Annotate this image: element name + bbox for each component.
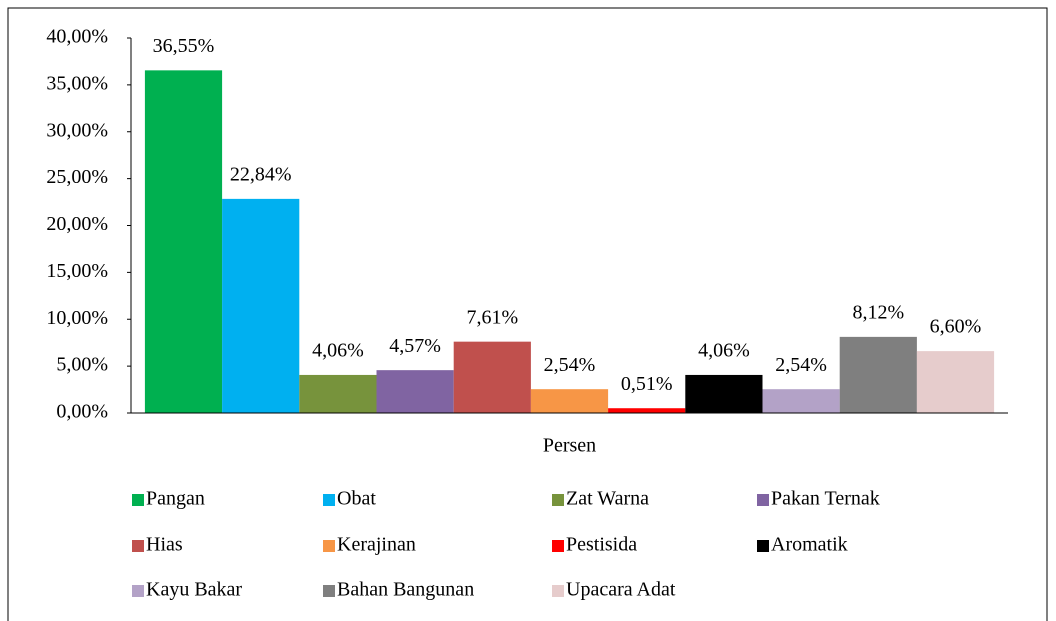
y-tick-label: 10,00% bbox=[46, 307, 108, 329]
legend-label: Bahan Bangunan bbox=[337, 579, 474, 601]
data-label: 6,60% bbox=[930, 316, 982, 338]
legend-swatch bbox=[757, 540, 769, 552]
bar bbox=[916, 351, 995, 413]
legend-swatch bbox=[323, 494, 335, 506]
y-tick-label: 5,00% bbox=[56, 354, 108, 376]
legend-swatch bbox=[132, 585, 144, 597]
legend-swatch bbox=[323, 540, 335, 552]
y-tick-label: 40,00% bbox=[46, 26, 108, 48]
bar bbox=[608, 408, 686, 413]
legend-label: Aromatik bbox=[771, 534, 848, 556]
bar bbox=[839, 336, 917, 413]
x-tick-label: Persen bbox=[543, 435, 596, 457]
y-tick-label: 0,00% bbox=[56, 401, 108, 423]
legend-label: Kayu Bakar bbox=[146, 579, 242, 601]
data-label: 4,06% bbox=[698, 340, 750, 362]
bar bbox=[376, 370, 454, 413]
data-label: 4,57% bbox=[389, 335, 441, 357]
bar bbox=[530, 389, 609, 413]
legend-swatch bbox=[132, 540, 144, 552]
bar bbox=[685, 374, 763, 413]
legend-swatch bbox=[757, 494, 769, 506]
legend-label: Pestisida bbox=[566, 534, 637, 556]
legend-label: Upacara Adat bbox=[566, 579, 676, 601]
data-label: 36,55% bbox=[153, 35, 215, 57]
bar bbox=[299, 374, 377, 413]
chart-frame bbox=[7, 7, 1048, 621]
legend-label: Hias bbox=[146, 534, 183, 556]
legend-label: Obat bbox=[337, 488, 376, 510]
y-tick-label: 35,00% bbox=[46, 72, 108, 94]
data-label: 22,84% bbox=[230, 163, 292, 185]
bar bbox=[222, 198, 300, 413]
y-tick-label: 20,00% bbox=[46, 213, 108, 235]
data-label: 8,12% bbox=[852, 301, 904, 323]
data-label: 7,61% bbox=[466, 306, 518, 328]
data-label: 0,51% bbox=[621, 373, 673, 395]
legend-label: Pangan bbox=[146, 488, 205, 510]
y-tick-label: 30,00% bbox=[46, 119, 108, 141]
legend-swatch bbox=[552, 494, 564, 506]
bar bbox=[144, 70, 223, 413]
legend-swatch bbox=[552, 540, 564, 552]
bar bbox=[762, 389, 840, 413]
legend-label: Pakan Ternak bbox=[771, 488, 880, 510]
y-tick-label: 25,00% bbox=[46, 166, 108, 188]
legend-label: Zat Warna bbox=[566, 488, 649, 510]
data-label: 2,54% bbox=[775, 354, 827, 376]
bar bbox=[453, 341, 531, 413]
legend-swatch bbox=[132, 494, 144, 506]
y-tick-label: 15,00% bbox=[46, 260, 108, 282]
data-label: 2,54% bbox=[544, 354, 596, 376]
legend-swatch bbox=[323, 585, 335, 597]
legend-swatch bbox=[552, 585, 564, 597]
legend-label: Kerajinan bbox=[337, 534, 416, 556]
data-label: 4,06% bbox=[312, 340, 364, 362]
